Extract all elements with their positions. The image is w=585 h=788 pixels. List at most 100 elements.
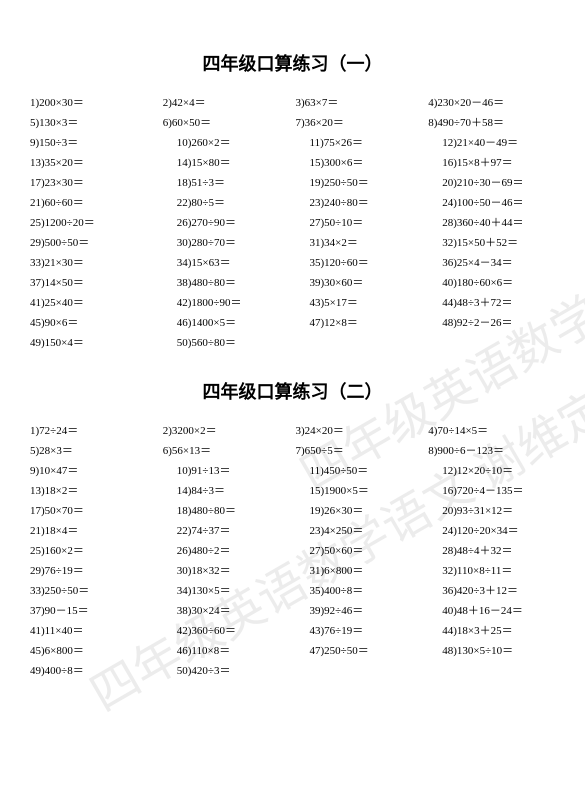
exercise-item: 28)360÷40＋44＝ [428, 214, 555, 230]
exercise-item: 21)60÷60＝ [30, 194, 157, 210]
exercise-item: 50)420÷3＝ [163, 662, 290, 678]
exercise-item: 19)250÷50＝ [296, 174, 423, 190]
exercise-item: 7)36×20＝ [296, 114, 423, 130]
exercise-item: 9)10×47＝ [30, 462, 157, 478]
exercise-item: 34)15×63＝ [163, 254, 290, 270]
exercise-item: 42)1800÷90＝ [163, 294, 290, 310]
exercise-item: 27)50÷10＝ [296, 214, 423, 230]
exercise-item: 2)3200×2＝ [163, 422, 290, 438]
exercise-item: 27)50×60＝ [296, 542, 423, 558]
exercise-item: 8)900÷6－123＝ [428, 442, 555, 458]
exercise-item: 39)92÷46＝ [296, 602, 423, 618]
exercise-item [428, 334, 555, 350]
exercise-item: 24)100÷50－46＝ [428, 194, 555, 210]
exercise-item: 14)15×80＝ [163, 154, 290, 170]
exercise-item: 33)250÷50＝ [30, 582, 157, 598]
exercise-item: 10)91÷13＝ [163, 462, 290, 478]
exercise-item: 40)180÷60×6＝ [428, 274, 555, 290]
exercise-item: 1)200×30＝ [30, 94, 157, 110]
exercise-item: 18)51÷3＝ [163, 174, 290, 190]
section-title-1: 四年级口算练习（一） [30, 50, 555, 76]
exercise-item: 3)24×20＝ [296, 422, 423, 438]
exercise-item: 44)18×3＋25＝ [428, 622, 555, 638]
exercise-item: 21)18×4＝ [30, 522, 157, 538]
exercise-item: 48)130×5÷10＝ [428, 642, 555, 658]
exercise-item: 34)130×5＝ [163, 582, 290, 598]
exercise-item: 41)11×40＝ [30, 622, 157, 638]
exercise-item: 37)90－15＝ [30, 602, 157, 618]
exercise-item: 26)270÷90＝ [163, 214, 290, 230]
exercise-item: 7)650÷5＝ [296, 442, 423, 458]
exercise-item: 26)480÷2＝ [163, 542, 290, 558]
exercise-item: 31)34×2＝ [296, 234, 423, 250]
exercise-item: 45)90×6＝ [30, 314, 157, 330]
exercise-item: 5)130×3＝ [30, 114, 157, 130]
exercise-item: 14)84÷3＝ [163, 482, 290, 498]
page-content: 四年级口算练习（一） 1)200×30＝ 2)42×4＝ 3)63×7＝ 4)230×… [30, 50, 555, 678]
exercise-item: 2)42×4＝ [163, 94, 290, 110]
section-title-2: 四年级口算练习（二） [30, 378, 555, 404]
exercise-item: 46)1400×5＝ [163, 314, 290, 330]
exercise-item: 18)480÷80＝ [163, 502, 290, 518]
exercise-item: 25)160×2＝ [30, 542, 157, 558]
exercise-item: 4)70÷14×5＝ [428, 422, 555, 438]
exercise-item: 47)250÷50＝ [296, 642, 423, 658]
exercise-item: 12)12×20÷10＝ [428, 462, 555, 478]
exercise-item: 38)30×24＝ [163, 602, 290, 618]
exercise-item: 22)74÷37＝ [163, 522, 290, 538]
exercise-item: 23)4×250＝ [296, 522, 423, 538]
exercise-item: 22)80÷5＝ [163, 194, 290, 210]
exercise-item: 38)480÷80＝ [163, 274, 290, 290]
exercise-item: 29)500÷50＝ [30, 234, 157, 250]
exercise-item: 29)76÷19＝ [30, 562, 157, 578]
exercise-item: 33)21×30＝ [30, 254, 157, 270]
exercise-item [296, 334, 423, 350]
exercise-item: 15)300×6＝ [296, 154, 423, 170]
exercise-item: 43)5×17＝ [296, 294, 423, 310]
exercise-item: 42)360÷60＝ [163, 622, 290, 638]
exercise-item: 32)110×8÷11＝ [428, 562, 555, 578]
exercise-item: 9)150÷3＝ [30, 134, 157, 150]
exercise-item: 3)63×7＝ [296, 94, 423, 110]
exercise-item: 13)18×2＝ [30, 482, 157, 498]
exercise-item: 47)12×8＝ [296, 314, 423, 330]
exercise-item: 49)400÷8＝ [30, 662, 157, 678]
exercise-item [296, 662, 423, 678]
exercise-item: 24)120÷20×34＝ [428, 522, 555, 538]
exercise-item: 1)72÷24＝ [30, 422, 157, 438]
exercise-item: 17)50×70＝ [30, 502, 157, 518]
exercise-item: 44)48÷3＋72＝ [428, 294, 555, 310]
exercise-item: 5)28×3＝ [30, 442, 157, 458]
exercise-item: 41)25×40＝ [30, 294, 157, 310]
exercise-grid-1: 1)200×30＝ 2)42×4＝ 3)63×7＝ 4)230×20－46＝ 5)130… [30, 94, 555, 350]
exercise-item: 30)18×32＝ [163, 562, 290, 578]
exercise-item: 19)26×30＝ [296, 502, 423, 518]
exercise-item: 49)150×4＝ [30, 334, 157, 350]
exercise-item: 35)400÷8＝ [296, 582, 423, 598]
exercise-item: 11)75×26＝ [296, 134, 423, 150]
exercise-item: 25)1200÷20＝ [30, 214, 157, 230]
exercise-item: 46)110×8＝ [163, 642, 290, 658]
exercise-item: 43)76÷19＝ [296, 622, 423, 638]
exercise-item: 15)1900×5＝ [296, 482, 423, 498]
exercise-item: 37)14×50＝ [30, 274, 157, 290]
exercise-item: 36)25×4－34＝ [428, 254, 555, 270]
exercise-item: 13)35×20＝ [30, 154, 157, 170]
exercise-item: 20)93÷31×12＝ [428, 502, 555, 518]
exercise-item: 28)48÷4＋32＝ [428, 542, 555, 558]
exercise-item: 4)230×20－46＝ [428, 94, 555, 110]
exercise-item: 10)260×2＝ [163, 134, 290, 150]
exercise-item [428, 662, 555, 678]
exercise-item: 31)6×800＝ [296, 562, 423, 578]
exercise-item: 20)210÷30－69＝ [428, 174, 555, 190]
exercise-item: 8)490÷70＋58＝ [428, 114, 555, 130]
exercise-item: 32)15×50＋52＝ [428, 234, 555, 250]
exercise-item: 23)240÷80＝ [296, 194, 423, 210]
exercise-item: 35)120÷60＝ [296, 254, 423, 270]
exercise-item: 16)15×8＋97＝ [428, 154, 555, 170]
exercise-item: 45)6×800＝ [30, 642, 157, 658]
exercise-item: 17)23×30＝ [30, 174, 157, 190]
exercise-item: 16)720÷4－135＝ [428, 482, 555, 498]
exercise-item: 48)92÷2－26＝ [428, 314, 555, 330]
exercise-item: 40)48＋16－24＝ [428, 602, 555, 618]
